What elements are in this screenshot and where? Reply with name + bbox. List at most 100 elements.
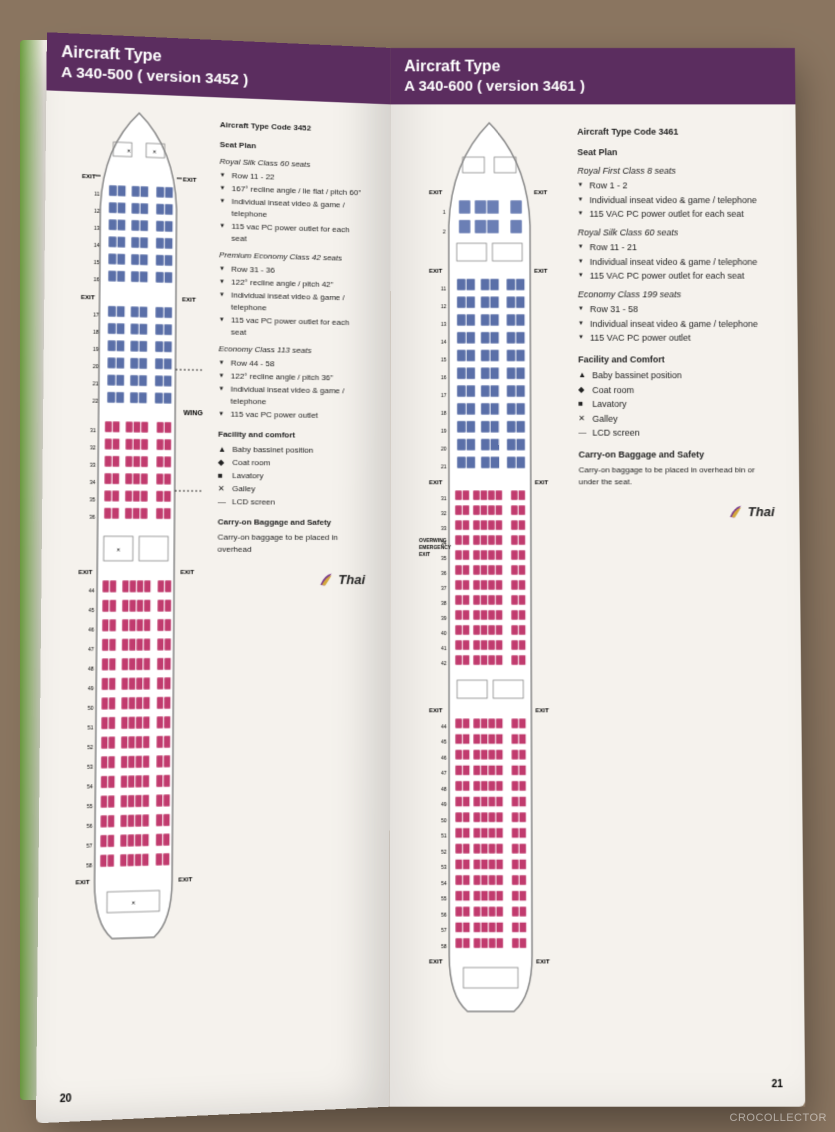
svg-text:17: 17: [441, 393, 447, 399]
svg-text:58: 58: [86, 863, 92, 869]
bullet-item: 115 VAC PC power outlet: [578, 332, 773, 345]
class-bullets: Row 1 - 2 Individual inseat video & game…: [577, 180, 771, 222]
svg-text:47: 47: [441, 771, 447, 777]
facility-list: ▲Baby bassinet position ◆Coat room ■Lava…: [218, 443, 366, 508]
svg-text:40: 40: [441, 631, 447, 637]
svg-text:48: 48: [441, 787, 447, 793]
svg-text:EXIT: EXIT: [183, 177, 197, 183]
page-number-left: 20: [60, 1093, 72, 1105]
svg-text:49: 49: [88, 686, 94, 692]
svg-text:1: 1: [443, 210, 446, 216]
svg-text:32: 32: [90, 445, 96, 451]
svg-text:54: 54: [87, 784, 93, 790]
logo-row: Thai: [217, 570, 365, 590]
svg-text:11: 11: [94, 191, 100, 197]
svg-text:14: 14: [94, 243, 100, 249]
svg-text:44: 44: [441, 724, 447, 730]
svg-text:55: 55: [87, 804, 93, 810]
svg-text:19: 19: [93, 347, 99, 353]
class-name: Royal Silk Class 60 seats: [578, 226, 772, 239]
svg-text:36: 36: [441, 571, 447, 577]
svg-text:49: 49: [441, 802, 447, 808]
svg-text:34: 34: [90, 480, 96, 486]
svg-text:35: 35: [441, 556, 447, 562]
aircraft-diagram-right: EXIT EXIT 12 EXIT EXIT 11121314151617181…: [415, 118, 567, 1022]
svg-text:31: 31: [441, 496, 447, 502]
svg-text:50: 50: [441, 818, 447, 824]
svg-text:✕: ✕: [116, 547, 120, 553]
type-code-heading: Aircraft Type Code 3452: [220, 119, 366, 136]
facility-item: ◆Coat room: [578, 384, 773, 397]
header-bar-left: Aircraft Type A 340-500 ( version 3452 ): [46, 32, 390, 104]
svg-text:15: 15: [441, 357, 447, 363]
facility-item: ▲Baby bassinet position: [218, 443, 365, 457]
bullet-item: Individual inseat video & game / telepho…: [577, 194, 771, 207]
svg-text:17: 17: [93, 312, 99, 318]
svg-text:51: 51: [441, 834, 447, 840]
bullet-item: 115 vac PC power outlet for each seat: [219, 220, 365, 248]
svg-text:EXIT: EXIT: [534, 269, 548, 275]
seatmap-svg-left: ✕ ✕ EXIT EXIT 111213141516 EXIT EXIT 171…: [64, 105, 205, 945]
svg-text:48: 48: [88, 666, 94, 672]
info-col-right: Aircraft Type Code 3461 Seat Plan Royal …: [577, 118, 779, 1022]
class-name: Economy Class 199 seats: [578, 288, 773, 301]
class-bullets: Row 31 - 58 Individual inseat video & ga…: [578, 304, 773, 346]
svg-text:45: 45: [441, 740, 447, 746]
svg-text:15: 15: [94, 260, 100, 266]
facility-item: ◆Coat room: [218, 457, 365, 470]
logo-row: Thai: [579, 503, 775, 522]
svg-text:EXIT: EXIT: [534, 190, 548, 196]
svg-text:EXIT: EXIT: [429, 708, 443, 714]
svg-text:18: 18: [441, 411, 447, 417]
carry-text: Carry-on baggage to be placed in overhea…: [217, 531, 365, 555]
bullet-item: Row 11 - 21: [578, 242, 772, 255]
class-bullets: Row 31 - 36 122° recline angle / pitch 4…: [219, 263, 366, 341]
svg-text:2: 2: [443, 229, 446, 235]
svg-text:EXIT: EXIT: [536, 959, 550, 965]
svg-text:22: 22: [92, 398, 98, 404]
watermark: CROCOLLECTOR: [730, 1112, 827, 1124]
svg-text:EMERGENCY: EMERGENCY: [419, 545, 452, 551]
svg-text:56: 56: [441, 912, 447, 918]
svg-text:19: 19: [441, 428, 447, 434]
svg-text:53: 53: [441, 865, 447, 871]
svg-text:✕: ✕: [152, 149, 156, 155]
seat-plan-heading: Seat Plan: [577, 147, 771, 160]
bullet-item: Individual inseat video & game / telepho…: [219, 289, 366, 316]
bullet-item: Row 44 - 58: [218, 357, 365, 372]
svg-text:21: 21: [441, 464, 447, 470]
svg-text:13: 13: [94, 226, 100, 232]
content-row-right: EXIT EXIT 12 EXIT EXIT 11121314151617181…: [415, 118, 779, 1022]
svg-text:42: 42: [441, 661, 447, 667]
svg-text:38: 38: [441, 601, 447, 607]
svg-text:52: 52: [441, 849, 447, 855]
logo-text: Thai: [748, 503, 775, 522]
svg-text:47: 47: [88, 647, 94, 653]
bullet-item: Individual inseat video & game / telepho…: [578, 318, 773, 331]
svg-text:33: 33: [90, 462, 96, 468]
svg-text:12: 12: [441, 304, 447, 310]
info-col-left: Aircraft Type Code 3452 Seat Plan Royal …: [215, 111, 365, 945]
bullet-item: 115 vac PC power outlet for each seat: [219, 314, 366, 341]
svg-text:56: 56: [87, 823, 93, 829]
svg-text:35: 35: [89, 497, 95, 503]
svg-text:EXIT: EXIT: [429, 190, 443, 196]
facility-item: ✕Galley: [578, 413, 773, 426]
svg-text:12: 12: [94, 208, 100, 214]
svg-text:32: 32: [441, 511, 447, 517]
svg-text:WING: WING: [183, 410, 203, 417]
seatmap-svg-right: EXIT EXIT 12 EXIT EXIT 11121314151617181…: [415, 118, 567, 1017]
svg-text:54: 54: [441, 881, 447, 887]
svg-text:21: 21: [93, 381, 99, 387]
seat-plan-heading: Seat Plan: [220, 139, 366, 156]
class-name: Economy Class 113 seats: [219, 343, 366, 358]
bullet-item: 115 VAC PC power outlet for each seat: [578, 208, 772, 221]
class-bullets: Row 44 - 58 122° recline angle / pitch 3…: [218, 357, 365, 422]
svg-text:18: 18: [93, 329, 99, 335]
svg-text:52: 52: [87, 745, 93, 751]
svg-text:EXIT: EXIT: [182, 297, 196, 303]
svg-text:EXIT: EXIT: [429, 959, 443, 965]
svg-text:EXIT: EXIT: [76, 880, 90, 887]
svg-text:46: 46: [88, 627, 94, 633]
svg-text:53: 53: [87, 764, 93, 770]
